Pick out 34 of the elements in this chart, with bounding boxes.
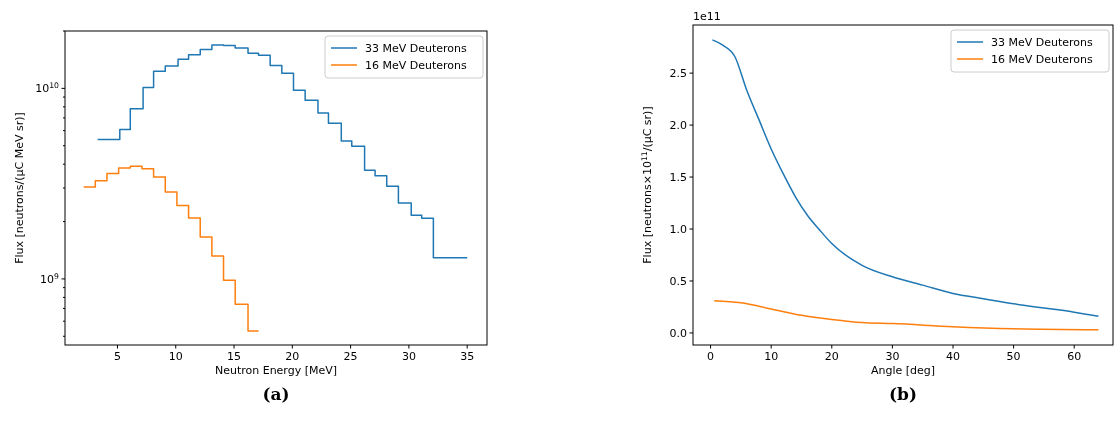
x-tick-label: 0 [707,350,715,363]
legend-label: 16 MeV Deuterons [365,59,468,72]
y-tick-label: 2.5 [669,67,687,81]
y-tick-label: 0.0 [669,326,687,340]
legend-label: 33 MeV Deuterons [365,42,468,55]
x-tick-label: 10 [168,350,183,363]
x-tick-label: 40 [946,350,960,363]
legend-label: 16 MeV Deuterons [991,53,1094,66]
y-tick-label: 1.0 [669,223,687,237]
text: 1e11 [693,10,721,23]
x-tick-label: 5 [113,350,121,363]
x-tick-label: 30 [885,350,900,363]
y-axis-title: Flux [neutrons/(μC MeV sr)] [13,112,26,264]
x-tick-label: 25 [343,350,358,363]
y-tick-label: 10$^{9}$ [40,271,60,286]
x-axis-title: Neutron Energy [MeV] [214,364,338,377]
y-tick-label: 1.5 [669,171,687,185]
x-tick-label: 60 [1067,350,1082,363]
x-tick-label: 35 [460,350,475,363]
x-tick-label: 20 [285,350,300,363]
y-tick-label: 2.0 [669,119,687,133]
x-tick-label: 10 [764,350,779,363]
x-tick-label: 50 [1006,350,1021,363]
x-tick-label: 15 [227,350,242,363]
y-tick-label: 10$^{10}$ [35,80,60,96]
x-tick-label: 30 [401,350,416,363]
text: (b) [889,384,917,404]
text: (a) [262,384,290,404]
x-axis-title: Angle [deg] [870,364,936,377]
y-tick-label: 0.5 [669,274,687,288]
line-series [711,39,1100,318]
x-tick-label: 20 [824,350,839,363]
legend-label: 33 MeV Deuterons [991,36,1094,49]
line-series [713,299,1100,331]
